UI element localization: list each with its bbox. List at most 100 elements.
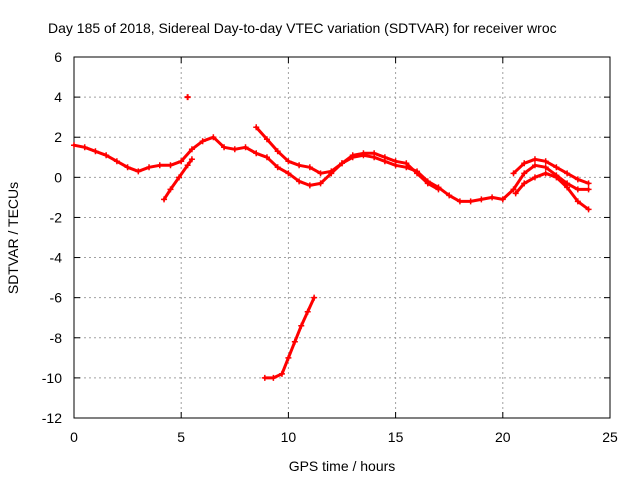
data-point [392,158,399,165]
data-point [306,164,313,171]
x-tick-label: 0 [70,429,78,445]
data-point [311,294,318,301]
data-point [291,338,298,345]
x-axis: 0 5 10 15 20 25 [70,57,618,445]
data-point [278,370,285,377]
y-tick-label: 2 [54,129,62,145]
data-point [306,182,313,189]
data-point [521,180,528,187]
data-point [103,152,110,159]
plot-frame [73,56,611,419]
x-axis-label: GPS time / hours [289,458,396,474]
data-point [531,174,538,181]
series-line [254,125,440,191]
x-tick-label: 25 [602,429,618,445]
data-point [71,142,77,149]
data-point [510,170,517,177]
data-point [124,164,131,171]
outlier-point [184,94,191,101]
data-point [156,162,163,169]
y-tick-label: 6 [54,49,62,65]
data-point [403,160,410,167]
data-point [339,160,345,167]
data-point [178,158,185,165]
data-point [489,194,496,201]
data-point [274,148,281,155]
y-tick-label: -4 [50,250,63,266]
data-point [371,150,378,157]
data-point [199,138,206,145]
grid-lines [74,57,610,418]
data-point [467,198,474,205]
data-point [285,354,292,361]
data-point [253,124,260,131]
y-axis: -12 -10 -8 -6 -4 -2 0 2 4 6 [42,49,610,426]
data-point [456,198,463,205]
data-point [564,170,571,177]
data-point [531,162,538,169]
data-point [328,168,335,175]
data-point [424,180,431,187]
data-point [542,170,549,177]
data-point [92,148,99,155]
y-tick-label: -12 [42,410,62,426]
data-point [510,186,517,193]
data-point [188,146,195,153]
data-point [585,186,592,193]
data-point [553,174,560,181]
data-point [317,170,324,177]
data-point [317,180,324,187]
y-tick-label: 0 [54,169,62,185]
data-point [542,158,549,165]
series-line [514,171,591,211]
data-point [360,150,367,157]
data-point [512,190,519,197]
data-point [304,308,311,315]
data-point [296,162,303,169]
data-point [167,162,174,169]
data-point [381,154,388,161]
data-point [167,186,174,193]
data-point [210,134,217,141]
x-tick-label: 20 [495,429,511,445]
data-point [221,144,228,151]
data-point [542,164,549,171]
data-point [296,178,303,185]
x-tick-label: 15 [388,429,404,445]
data-point [585,206,592,213]
data-point [521,170,528,177]
y-axis-label: SDTVAR / TECUs [5,182,21,294]
data-point [585,180,592,187]
series-track-dip [161,156,195,203]
data-point [285,170,292,177]
data-point [242,144,249,151]
chart-title: Day 185 of 2018, Sidereal Day-to-day VTE… [48,20,557,36]
y-tick-label: -8 [50,330,63,346]
data-point [261,374,268,381]
data-point [161,196,168,203]
data-point [253,150,260,157]
data-point [274,164,281,171]
data-point [298,322,305,329]
data-point [349,152,356,159]
data-point [263,136,270,143]
x-tick-label: 5 [177,429,185,445]
data-point [188,156,195,163]
data-point [446,192,453,199]
data-point [531,156,538,163]
data-point [176,174,183,181]
series-track-right-upper [510,156,592,187]
data-point [231,146,238,153]
data-point [499,196,506,203]
data-point [574,186,581,193]
data-point [263,154,270,161]
data-point [414,170,421,177]
data-point [574,176,581,183]
y-tick-label: -10 [42,370,62,386]
series-track-right-lower [512,170,592,213]
y-tick-label: -6 [50,290,63,306]
data-point [478,196,485,203]
data-point [553,164,560,171]
data-point [113,158,120,165]
